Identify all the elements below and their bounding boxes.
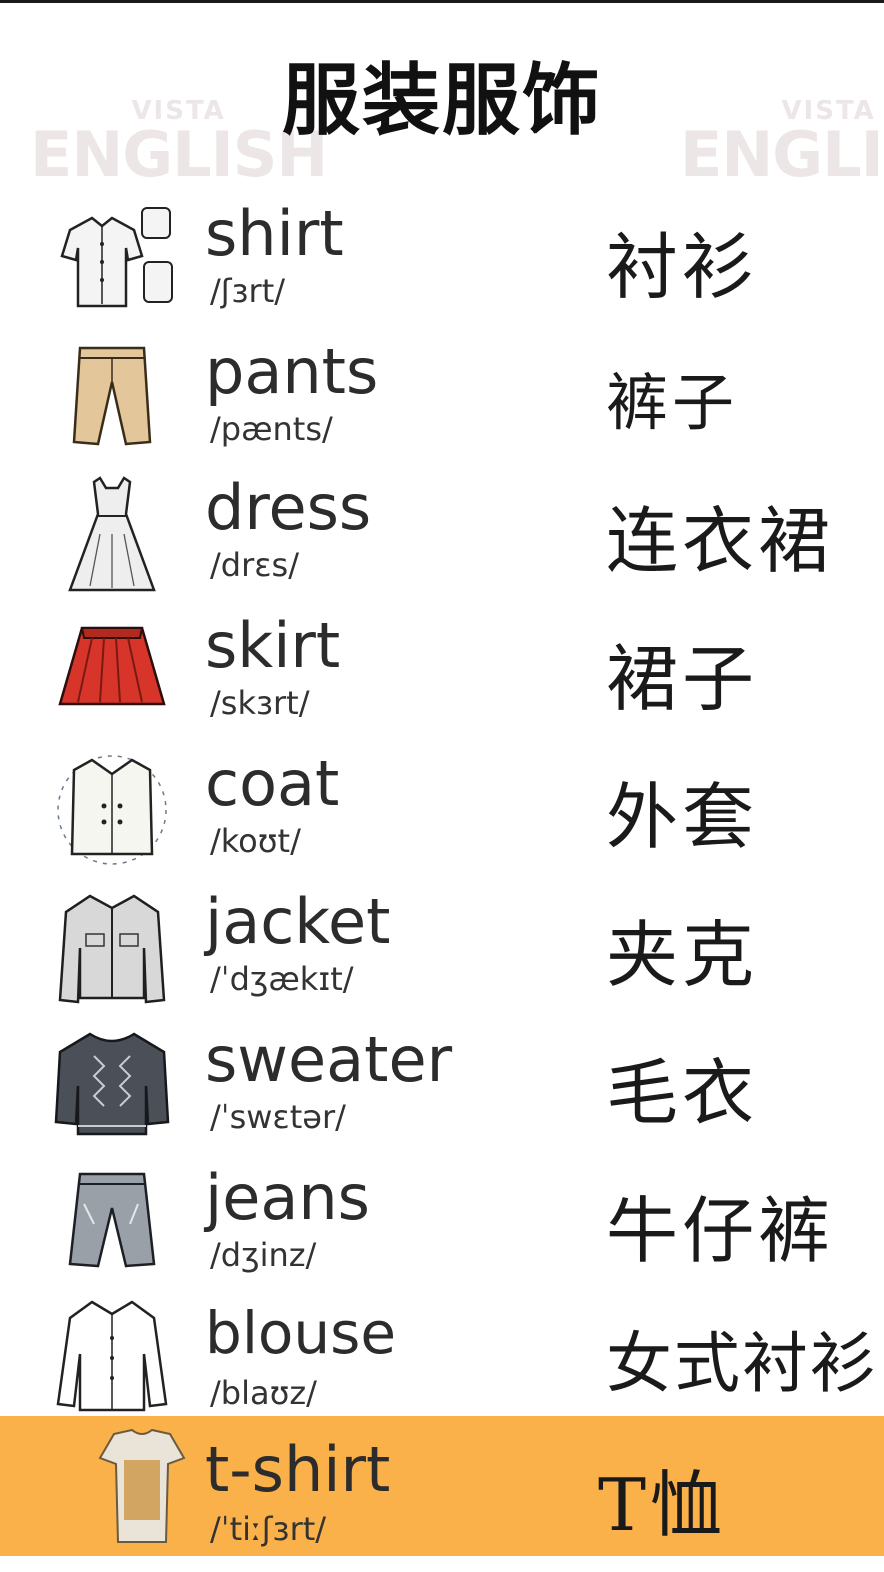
word-chinese: 衬衫 [606,225,759,309]
word-phonetic: /ˈtiːʃɜrt/ [210,1510,327,1548]
word-english: skirt [205,609,341,682]
word-english: pants [205,335,379,408]
vocab-row-sweater[interactable]: sweater /ˈswɛtər/ 毛衣 [0,1018,884,1156]
word-chinese: 裙子 [606,637,759,721]
word-chinese: T恤 [598,1463,727,1547]
jacket-icon [58,894,166,1004]
word-chinese: 连衣裙 [606,499,835,583]
vocab-row-skirt[interactable]: skirt /skɜrt/ 裙子 [0,604,884,742]
word-phonetic: /blaʊz/ [210,1374,317,1412]
word-english: sweater [205,1023,453,1096]
word-english: blouse [205,1299,397,1367]
word-english: jacket [205,885,391,958]
page-title: 服装服饰 [281,55,602,146]
vocab-row-dress[interactable]: dress /drɛs/ 连衣裙 [0,466,884,604]
word-chinese: 外套 [606,775,759,859]
word-phonetic: /pænts/ [210,410,333,448]
word-phonetic: /skɜrt/ [210,684,310,722]
vocab-row-jacket[interactable]: jacket /ˈdʒækɪt/ 夹克 [0,880,884,1018]
word-phonetic: /ˈswɛtər/ [210,1098,346,1136]
word-chinese: 牛仔裤 [606,1189,835,1273]
dress-icon [68,476,156,592]
word-phonetic: /ʃɜrt/ [210,272,286,310]
word-phonetic: /drɛs/ [210,546,299,584]
word-chinese: 裤子 [606,366,739,439]
word-chinese: 毛衣 [606,1051,759,1135]
sweater-icon [54,1032,170,1136]
vocab-row-jeans[interactable]: jeans /dʒinz/ 牛仔裤 [0,1156,884,1294]
word-chinese: 女式衬衫 [606,1325,878,1402]
word-english: jeans [205,1161,370,1234]
blouse-icon [56,1300,168,1412]
word-english: t-shirt [205,1433,391,1506]
vocab-row-pants[interactable]: pants /pænts/ 裤子 [0,330,884,468]
coat-icon [57,755,167,865]
word-english: shirt [205,197,344,270]
word-english: dress [205,471,372,544]
vocab-row-coat[interactable]: coat /koʊt/ 外套 [0,742,884,880]
word-phonetic: /dʒinz/ [210,1236,317,1274]
word-phonetic: /ˈdʒækɪt/ [210,960,354,998]
shirt-icon [60,207,173,308]
jeans-icon [68,1172,156,1268]
pants-icon [72,346,152,446]
word-phonetic: /koʊt/ [210,822,301,860]
skirt-icon [58,626,166,706]
word-chinese: 夹克 [606,913,759,997]
tshirt-icon [98,1428,186,1543]
vocab-row-shirt[interactable]: shirt /ʃɜrt/ 衬衫 [0,192,884,330]
top-border [0,0,884,3]
word-english: coat [205,747,340,820]
watermark-right: VISTA ENGLISH [680,96,884,191]
vocab-row-blouse[interactable]: blouse /blaʊz/ 女式衬衫 [0,1284,884,1422]
watermark-left: VISTA ENGLISH [30,96,328,191]
vocab-row-tshirt[interactable]: t-shirt /ˈtiːʃɜrt/ T恤 [0,1416,884,1556]
